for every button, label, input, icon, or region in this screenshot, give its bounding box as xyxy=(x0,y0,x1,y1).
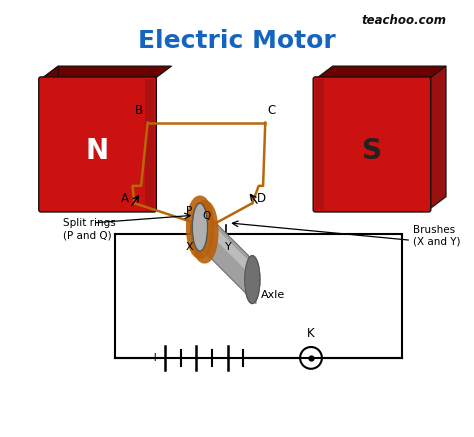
Ellipse shape xyxy=(192,203,208,251)
Polygon shape xyxy=(41,66,172,79)
Ellipse shape xyxy=(245,256,260,304)
Text: −: − xyxy=(248,351,259,365)
Text: A: A xyxy=(121,192,129,205)
Text: Brushes
(X and Y): Brushes (X and Y) xyxy=(413,225,461,247)
Text: Axle: Axle xyxy=(261,291,285,301)
Text: Electric Motor: Electric Motor xyxy=(138,29,336,53)
Text: teachoo.com: teachoo.com xyxy=(361,14,446,27)
Polygon shape xyxy=(196,203,256,304)
Text: B: B xyxy=(135,104,143,118)
Polygon shape xyxy=(315,66,446,79)
Text: S: S xyxy=(362,137,382,165)
Text: Q: Q xyxy=(202,211,211,221)
Polygon shape xyxy=(315,79,324,210)
Text: C: C xyxy=(267,104,276,118)
FancyBboxPatch shape xyxy=(313,77,431,212)
Ellipse shape xyxy=(245,256,260,304)
Text: D: D xyxy=(256,192,265,205)
FancyBboxPatch shape xyxy=(39,77,156,212)
Text: +: + xyxy=(150,351,161,364)
Text: N: N xyxy=(86,137,109,165)
Text: Y: Y xyxy=(225,243,232,253)
Polygon shape xyxy=(41,66,58,210)
Text: P: P xyxy=(186,206,192,216)
Text: K: K xyxy=(307,327,315,340)
Polygon shape xyxy=(198,211,253,277)
Polygon shape xyxy=(146,79,154,210)
Polygon shape xyxy=(428,66,446,210)
Text: Split rings
(P and Q): Split rings (P and Q) xyxy=(63,218,116,240)
Text: X: X xyxy=(185,243,193,253)
